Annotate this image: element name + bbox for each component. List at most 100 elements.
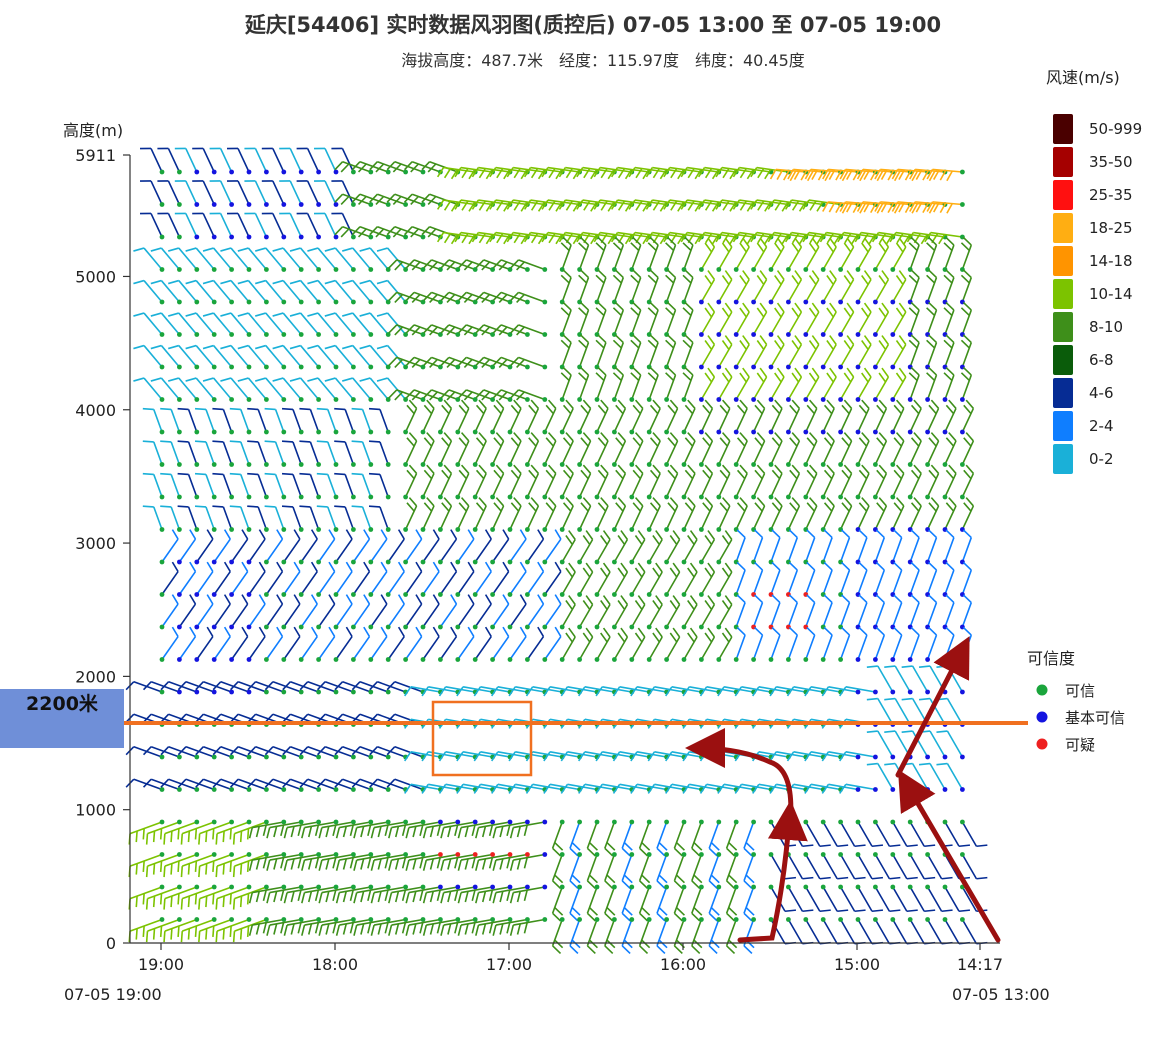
barb-dot xyxy=(681,852,687,857)
wind-barb xyxy=(890,852,918,880)
wind-barb xyxy=(177,745,217,760)
wind-barb xyxy=(351,594,371,630)
wind-barb xyxy=(699,367,716,402)
barb-dot xyxy=(507,527,513,532)
y-tick-label: 2000 xyxy=(75,667,116,686)
wind-barb xyxy=(335,884,374,904)
wind-barb xyxy=(942,269,955,305)
wind-barb xyxy=(629,399,644,435)
barb-dot xyxy=(542,624,548,630)
barb-dot xyxy=(333,202,339,207)
wind-barb xyxy=(177,680,217,695)
wind-barb xyxy=(198,852,235,878)
barb-dot xyxy=(159,527,165,532)
wind-barb xyxy=(438,399,453,435)
barb-dot xyxy=(803,267,809,272)
barb-dot xyxy=(438,364,443,370)
wind-barb xyxy=(174,180,200,207)
wind-barb xyxy=(318,819,356,839)
wind-barb xyxy=(266,917,304,936)
barb-dot xyxy=(281,852,287,857)
wind-barb xyxy=(559,464,574,500)
barb-dot xyxy=(438,819,443,825)
barb-dot xyxy=(838,397,843,402)
wind-barb xyxy=(229,680,269,695)
y-axis-label: 高度(m) xyxy=(63,121,123,140)
barb-dot xyxy=(751,299,756,305)
barb-dot xyxy=(664,884,669,890)
wind-barb xyxy=(907,594,920,630)
wind-barb xyxy=(629,530,646,565)
wind-barb xyxy=(281,561,301,597)
barb-dot xyxy=(472,884,478,890)
barb-dot xyxy=(246,267,252,272)
barb-dot xyxy=(768,917,774,922)
barb-dot xyxy=(298,819,304,825)
wind-barb xyxy=(960,301,973,337)
barb-dot xyxy=(229,462,235,467)
wind-barb xyxy=(786,626,799,662)
wind-barb xyxy=(475,917,513,936)
wind-barb xyxy=(299,407,321,435)
wind-barb xyxy=(925,917,953,945)
wind-barb xyxy=(368,529,388,565)
barb-dot xyxy=(681,917,687,922)
barb-dot xyxy=(838,429,843,435)
wind-barb xyxy=(586,852,600,890)
wind-barb xyxy=(440,852,478,871)
wind-barb xyxy=(229,407,252,435)
wind-barb xyxy=(751,237,768,272)
barb-dot xyxy=(716,819,722,825)
wind-barb xyxy=(786,432,801,467)
barb-dot xyxy=(925,884,930,890)
wind-barb xyxy=(281,472,304,500)
barb-dot xyxy=(890,787,896,792)
wind-barb xyxy=(324,279,356,305)
barb-dot xyxy=(264,267,269,272)
wind-barb xyxy=(299,440,321,467)
wind-barb xyxy=(420,399,435,435)
barb-dot xyxy=(646,592,652,597)
wind-barb xyxy=(334,160,374,175)
wind-barb xyxy=(369,160,408,175)
barb-dot xyxy=(786,884,791,890)
wind-barb xyxy=(272,312,304,337)
barb-dot xyxy=(351,624,356,630)
barb-dot xyxy=(229,169,235,175)
wind-barb xyxy=(559,497,574,532)
wind-barb xyxy=(237,312,269,337)
wind-barb xyxy=(577,562,594,597)
wind-barb xyxy=(490,626,510,662)
barb-dot xyxy=(333,462,339,467)
flow-arrows xyxy=(685,636,1001,943)
wind-barb xyxy=(202,377,235,402)
wind-barb xyxy=(855,302,872,337)
wind-barb xyxy=(342,377,374,402)
wind-barb xyxy=(960,366,973,402)
barb-dot xyxy=(490,462,495,467)
barb-dot xyxy=(211,787,217,792)
wind-barb xyxy=(612,627,629,662)
barb-dot xyxy=(403,494,408,500)
wind-barb xyxy=(786,497,801,532)
wind-barb xyxy=(385,594,405,630)
barb-dot xyxy=(194,852,200,857)
barb-dot xyxy=(455,657,461,662)
wind-barb xyxy=(525,432,540,467)
wind-barb xyxy=(202,344,235,370)
wind-barb xyxy=(168,312,200,337)
barb-dot xyxy=(177,527,182,532)
barb-dot xyxy=(855,267,861,272)
barb-dot xyxy=(873,364,878,370)
barb-dot xyxy=(316,494,321,500)
barb-dot xyxy=(281,397,287,402)
barb-dot xyxy=(438,559,443,565)
wind-barb xyxy=(307,247,339,272)
wind-barb xyxy=(926,168,965,182)
wind-barb xyxy=(716,530,733,565)
barb-dot xyxy=(194,234,200,240)
wind-barb xyxy=(594,334,607,370)
wind-barb xyxy=(237,247,269,272)
barb-dot xyxy=(159,754,165,760)
barb-dot xyxy=(699,592,704,597)
